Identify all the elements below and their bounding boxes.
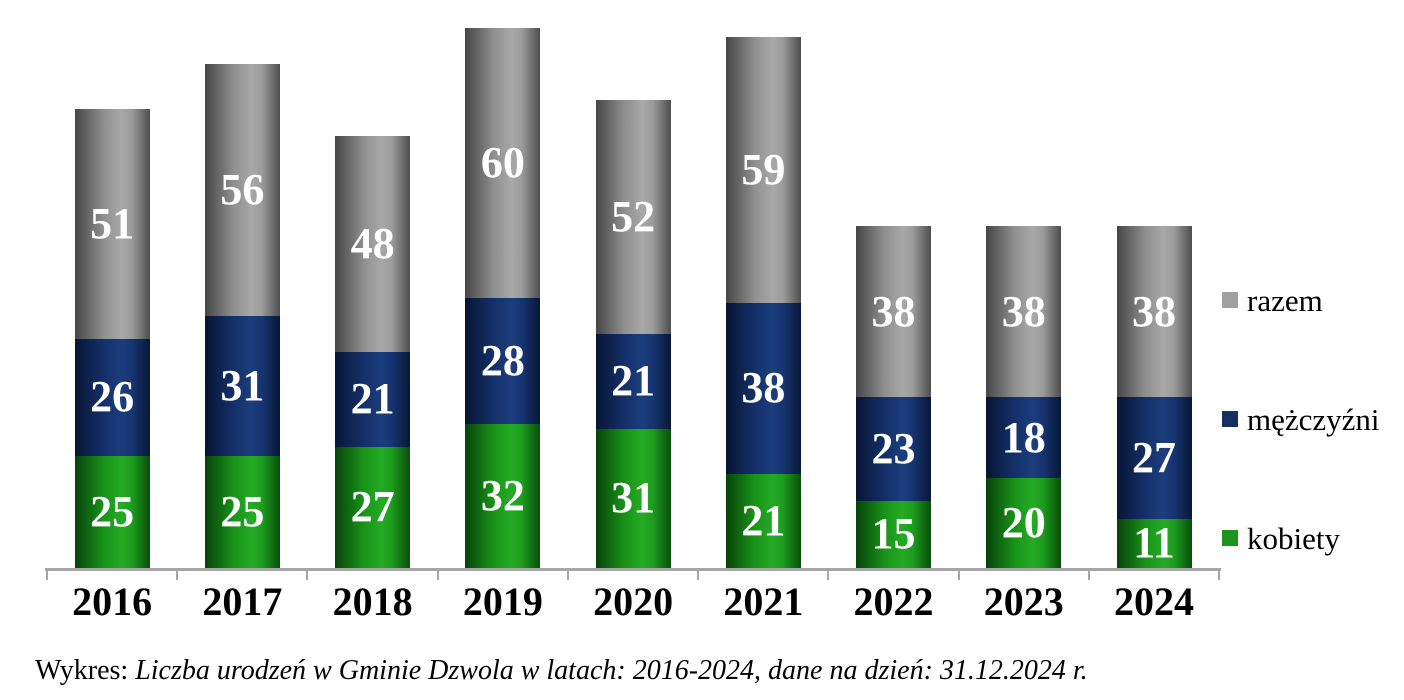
bar-2016-segment-razem: 51 <box>74 109 150 339</box>
bar-2023-value-razem: 38 <box>1001 286 1046 336</box>
bar-2018-segment-mezczyzni: 21 <box>335 352 411 447</box>
bar-2016-value-kobiety: 25 <box>90 486 135 536</box>
bar-2017-value-kobiety: 25 <box>220 486 265 536</box>
bar-2017-value-razem: 56 <box>220 165 265 214</box>
x-axis-label-2017: 2017 <box>202 579 283 624</box>
bar-2024-value-kobiety: 11 <box>1133 518 1175 568</box>
bar-2019-segment-mezczyzni: 28 <box>465 298 541 424</box>
bar-2021-segment-kobiety: 21 <box>725 473 801 568</box>
x-axis-tick <box>436 568 439 580</box>
x-axis-label-2021: 2021 <box>723 579 804 624</box>
bar-2023-segment-kobiety: 20 <box>986 478 1062 568</box>
chart-caption: Wykres: Liczba urodzeń w Gminie Dzwola w… <box>35 655 1088 687</box>
x-axis-label-2019: 2019 <box>462 579 543 624</box>
bar-2024-value-razem: 38 <box>1132 286 1177 336</box>
caption-text: Liczba urodzeń w Gminie Dzwola w latach:… <box>135 655 1088 686</box>
x-axis-tick <box>1087 568 1090 580</box>
bar-2017-segment-razem: 56 <box>204 64 280 316</box>
x-axis-line <box>45 568 1222 571</box>
bar-2019-segment-razem: 60 <box>465 28 541 298</box>
bar-2018-value-mezczyzni: 21 <box>350 374 395 424</box>
x-axis-tick <box>306 568 309 580</box>
bar-2021-segment-razem: 59 <box>725 37 801 303</box>
bar-2022-segment-razem: 38 <box>856 226 932 397</box>
bar-2023-value-kobiety: 20 <box>1001 498 1046 547</box>
bar-2018-value-razem: 48 <box>350 219 395 268</box>
bar-2023-value-mezczyzni: 18 <box>1001 412 1046 462</box>
bar-2019-value-mezczyzni: 28 <box>480 336 525 385</box>
bar-2020-segment-kobiety: 31 <box>595 428 671 568</box>
bar-2018-value-kobiety: 27 <box>350 482 395 532</box>
bar-2024-segment-razem: 38 <box>1116 226 1192 397</box>
bar-2017-segment-kobiety: 25 <box>204 455 280 568</box>
bar-2022-value-mezczyzni: 23 <box>871 423 916 473</box>
bar-2016-value-mezczyzni: 26 <box>90 372 135 421</box>
bar-2019-value-kobiety: 32 <box>480 471 525 520</box>
bar-2023-segment-mezczyzni: 18 <box>986 397 1062 478</box>
bar-2022-value-kobiety: 15 <box>871 509 916 559</box>
x-axis-label-2023: 2023 <box>983 579 1064 624</box>
bar-2017-segment-mezczyzni: 31 <box>204 316 280 456</box>
x-axis-label-2018: 2018 <box>332 579 413 624</box>
bar-2018-segment-kobiety: 27 <box>335 446 411 568</box>
bar-2021-value-mezczyzni: 38 <box>741 363 786 412</box>
x-axis-tick <box>176 568 179 580</box>
x-axis-tick <box>697 568 700 580</box>
x-axis-tick <box>566 568 569 580</box>
bar-2019-value-razem: 60 <box>480 138 525 187</box>
bar-2019-segment-kobiety: 32 <box>465 424 541 568</box>
x-axis-label-2020: 2020 <box>593 579 674 624</box>
x-axis-tick <box>957 568 960 580</box>
bar-2022-segment-kobiety: 15 <box>856 500 932 568</box>
bar-2016-segment-mezczyzni: 26 <box>74 338 150 456</box>
bar-2020-value-mezczyzni: 21 <box>611 356 656 406</box>
bar-2016-segment-kobiety: 25 <box>74 455 150 568</box>
x-axis-label-2016: 2016 <box>72 579 153 624</box>
bar-2021-segment-mezczyzni: 38 <box>725 302 801 474</box>
x-axis-label-2022: 2022 <box>853 579 934 624</box>
bar-2017-value-mezczyzni: 31 <box>220 360 265 410</box>
bar-2024-segment-mezczyzni: 27 <box>1116 397 1192 519</box>
bar-2021-value-kobiety: 21 <box>741 495 786 545</box>
x-axis-tick <box>1218 568 1221 580</box>
x-axis-tick <box>827 568 830 580</box>
bar-2022-segment-mezczyzni: 23 <box>856 397 932 501</box>
bar-2016-value-razem: 51 <box>90 198 135 248</box>
bar-2020-segment-razem: 52 <box>595 100 671 334</box>
bar-2024-segment-kobiety: 11 <box>1116 518 1192 568</box>
bar-2024-value-mezczyzni: 27 <box>1132 432 1177 482</box>
bar-2022-value-razem: 38 <box>871 286 916 336</box>
bar-2020-segment-mezczyzni: 21 <box>595 334 671 429</box>
x-axis-label-2024: 2024 <box>1114 579 1195 624</box>
x-axis-tick <box>46 568 48 580</box>
bar-2021-value-razem: 59 <box>741 144 786 194</box>
bar-2020-value-razem: 52 <box>611 192 656 241</box>
bar-2018-segment-razem: 48 <box>335 136 411 352</box>
bar-2020-value-kobiety: 31 <box>611 473 656 523</box>
caption-prefix: Wykres: <box>35 655 136 686</box>
bar-2023-segment-razem: 38 <box>986 226 1062 397</box>
